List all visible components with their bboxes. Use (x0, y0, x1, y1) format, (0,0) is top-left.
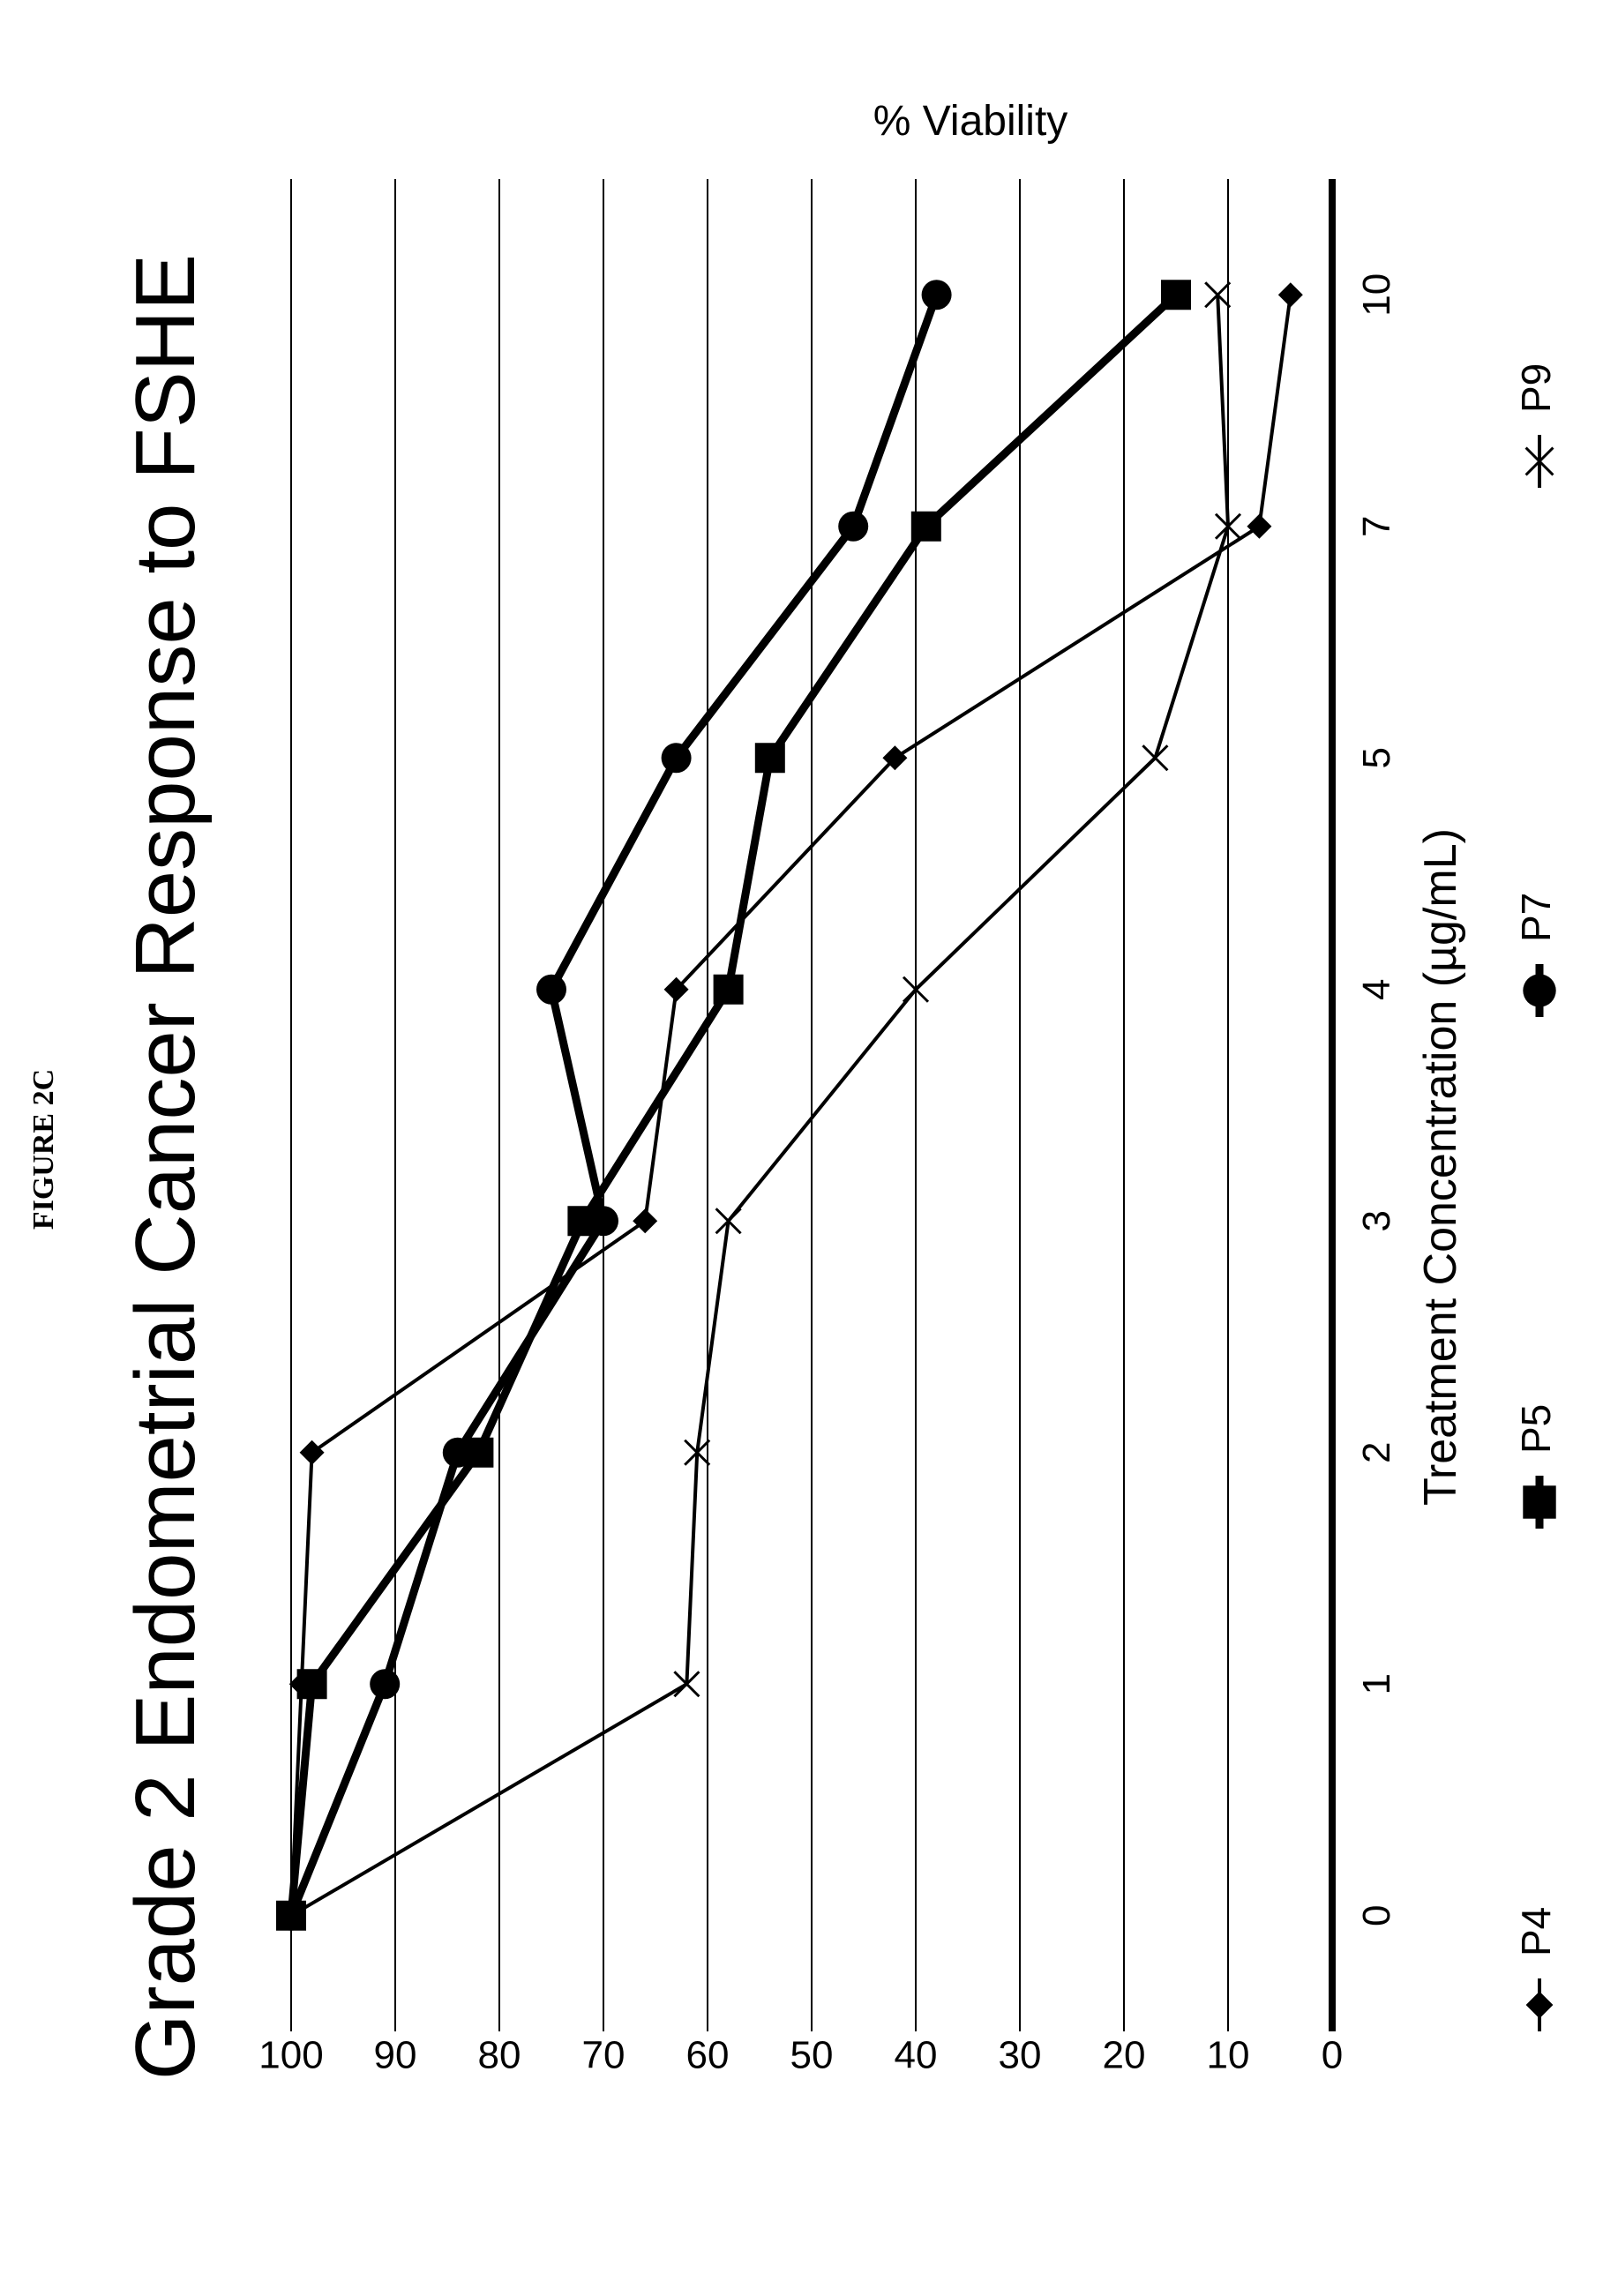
x-tick-label-5: 5 (1355, 747, 1398, 768)
marker-p5-4 (713, 974, 744, 1005)
marker-p9-3-stroke-b (715, 1208, 742, 1235)
marker-p5-5 (754, 743, 785, 774)
marker-p9-1 (673, 1671, 700, 1698)
marker-p9-4-stroke-b (902, 976, 930, 1003)
y-tick-labels: 0 10 20 30 40 50 60 70 80 90 100 (258, 2034, 1343, 2077)
series-line-p9 (289, 295, 1230, 1918)
x-axis-label: Treatment Concentration (µg/mL) (1415, 828, 1466, 1506)
marker-p5-1 (296, 1669, 327, 1700)
y-tick-label-40: 40 (895, 2034, 938, 2077)
marker-p7-3 (588, 1206, 618, 1237)
marker-p4-7 (1247, 513, 1272, 539)
legend-marker-p7 (1523, 974, 1556, 1007)
marker-p4-3 (633, 1208, 658, 1234)
chart-title: Grade 2 Endometrial Cancer Response to F… (118, 254, 213, 2080)
x-tick-label-7: 7 (1355, 516, 1398, 537)
marker-p4-2 (299, 1440, 325, 1465)
legend: P4 P5 P7 P9 (1513, 363, 1559, 2031)
series-line-p7 (287, 293, 940, 1918)
x-tick-label-3: 3 (1355, 1210, 1398, 1231)
marker-p5-7 (910, 511, 941, 542)
legend-marker-p9 (1524, 446, 1554, 476)
marker-p9-5-stroke-b (1142, 744, 1169, 772)
marker-p5-3 (567, 1206, 598, 1237)
gridlines (290, 179, 1336, 2031)
legend-item-p4: P4 (1513, 1907, 1559, 2031)
marker-p9-10-stroke-b (1204, 281, 1232, 309)
y-tick-label-80: 80 (478, 2034, 521, 2077)
marker-p9-3 (715, 1208, 742, 1235)
marker-p7-1 (370, 1669, 401, 1700)
marker-p7-2 (442, 1437, 473, 1468)
legend-item-p5: P5 (1513, 1404, 1559, 1529)
y-tick-label-30: 30 (999, 2034, 1042, 2077)
y-tick-label-20: 20 (1103, 2034, 1146, 2077)
x-tick-label-10: 10 (1355, 273, 1398, 317)
marker-p9-4 (902, 976, 930, 1003)
x-tick-label-1: 1 (1355, 1673, 1398, 1694)
marker-p9-7-stroke-b (1214, 512, 1242, 540)
marker-p7-5 (661, 743, 692, 774)
legend-item-p7: P7 (1513, 893, 1559, 1017)
y-axis-label: % Viability (873, 98, 1068, 145)
legend-marker-p4 (1525, 1991, 1554, 2019)
legend-marker-p9-stroke-b (1524, 446, 1554, 476)
marker-p9-0-stroke-b (277, 1902, 305, 1929)
marker-p9-2 (684, 1439, 711, 1466)
marker-p9-10 (1204, 281, 1232, 309)
marker-p5-2 (463, 1437, 494, 1468)
y-tick-label-70: 70 (582, 2034, 625, 2077)
marker-p4-5 (882, 745, 908, 771)
marker-p4-10 (1277, 282, 1303, 308)
marker-p9-7 (1214, 512, 1242, 540)
y-tick-label-60: 60 (686, 2034, 730, 2077)
legend-item-p9: P9 (1513, 363, 1559, 488)
legend-marker-p5 (1523, 1485, 1556, 1519)
marker-p9-5 (1142, 744, 1169, 772)
x-tick-label-2: 2 (1355, 1442, 1398, 1463)
figure-label: FIGURE 2C (27, 1069, 60, 1230)
y-tick-label-90: 90 (374, 2034, 417, 2077)
marker-p7-4 (536, 974, 566, 1005)
marker-p4-4 (663, 976, 689, 1002)
x-tick-label-0: 0 (1355, 1905, 1398, 1926)
series-lines (287, 291, 1292, 1918)
legend-label-p9: P9 (1513, 363, 1559, 413)
marker-p9-0 (277, 1902, 305, 1929)
marker-p5-10 (1161, 280, 1191, 310)
series-line-p4 (289, 294, 1292, 1916)
marker-p7-7 (838, 511, 869, 542)
legend-label-p5: P5 (1513, 1404, 1559, 1454)
y-tick-label-0: 0 (1322, 2034, 1343, 2077)
y-tick-label-100: 100 (258, 2034, 323, 2077)
legend-label-p7: P7 (1513, 893, 1559, 942)
y-tick-label-10: 10 (1207, 2034, 1250, 2077)
marker-p7-10 (921, 280, 952, 310)
x-tick-label-4: 4 (1355, 979, 1398, 1000)
legend-label-p4: P4 (1513, 1907, 1559, 1956)
series-line-p5 (287, 291, 1180, 1917)
series-markers (276, 280, 1303, 1931)
x-tick-labels: 0 1 2 3 4 5 7 10 (1355, 273, 1398, 1926)
marker-p9-1-stroke-b (673, 1671, 700, 1698)
marker-p9-2-stroke-b (684, 1439, 711, 1466)
y-tick-label-50: 50 (790, 2034, 834, 2077)
